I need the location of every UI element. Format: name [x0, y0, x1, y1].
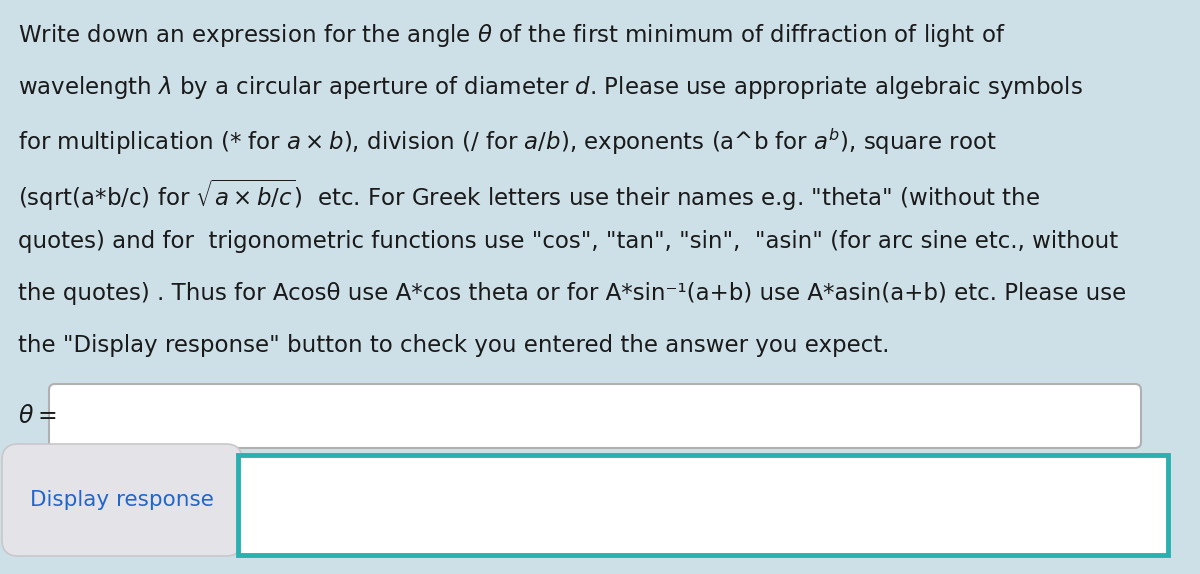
FancyBboxPatch shape: [2, 444, 242, 556]
Text: wavelength $\lambda$ by a circular aperture of diameter $d$. Please use appropri: wavelength $\lambda$ by a circular apert…: [18, 74, 1082, 101]
Text: (sqrt(a*b/c) for $\sqrt{a \times b/c}$)  etc. For Greek letters use their names : (sqrt(a*b/c) for $\sqrt{a \times b/c}$) …: [18, 178, 1040, 214]
Text: the "Display response" button to check you entered the answer you expect.: the "Display response" button to check y…: [18, 334, 889, 357]
FancyBboxPatch shape: [238, 455, 1168, 555]
FancyBboxPatch shape: [49, 384, 1141, 448]
Text: quotes) and for  trigonometric functions use "cos", "tan", "sin",  "asin" (for a: quotes) and for trigonometric functions …: [18, 230, 1118, 253]
Text: for multiplication (* for $a \times b$), division (/ for $a/b$), exponents (a^b : for multiplication (* for $a \times b$),…: [18, 126, 996, 157]
Text: Write down an expression for the angle $\theta$ of the first minimum of diffract: Write down an expression for the angle $…: [18, 22, 1006, 49]
Text: $\theta=$: $\theta=$: [18, 404, 56, 428]
Text: the quotes) . Thus for Acosθ use A*cos theta or for A*sin⁻¹(a+b) use A*asin(a+b): the quotes) . Thus for Acosθ use A*cos t…: [18, 282, 1127, 305]
Text: Display response: Display response: [30, 490, 214, 510]
